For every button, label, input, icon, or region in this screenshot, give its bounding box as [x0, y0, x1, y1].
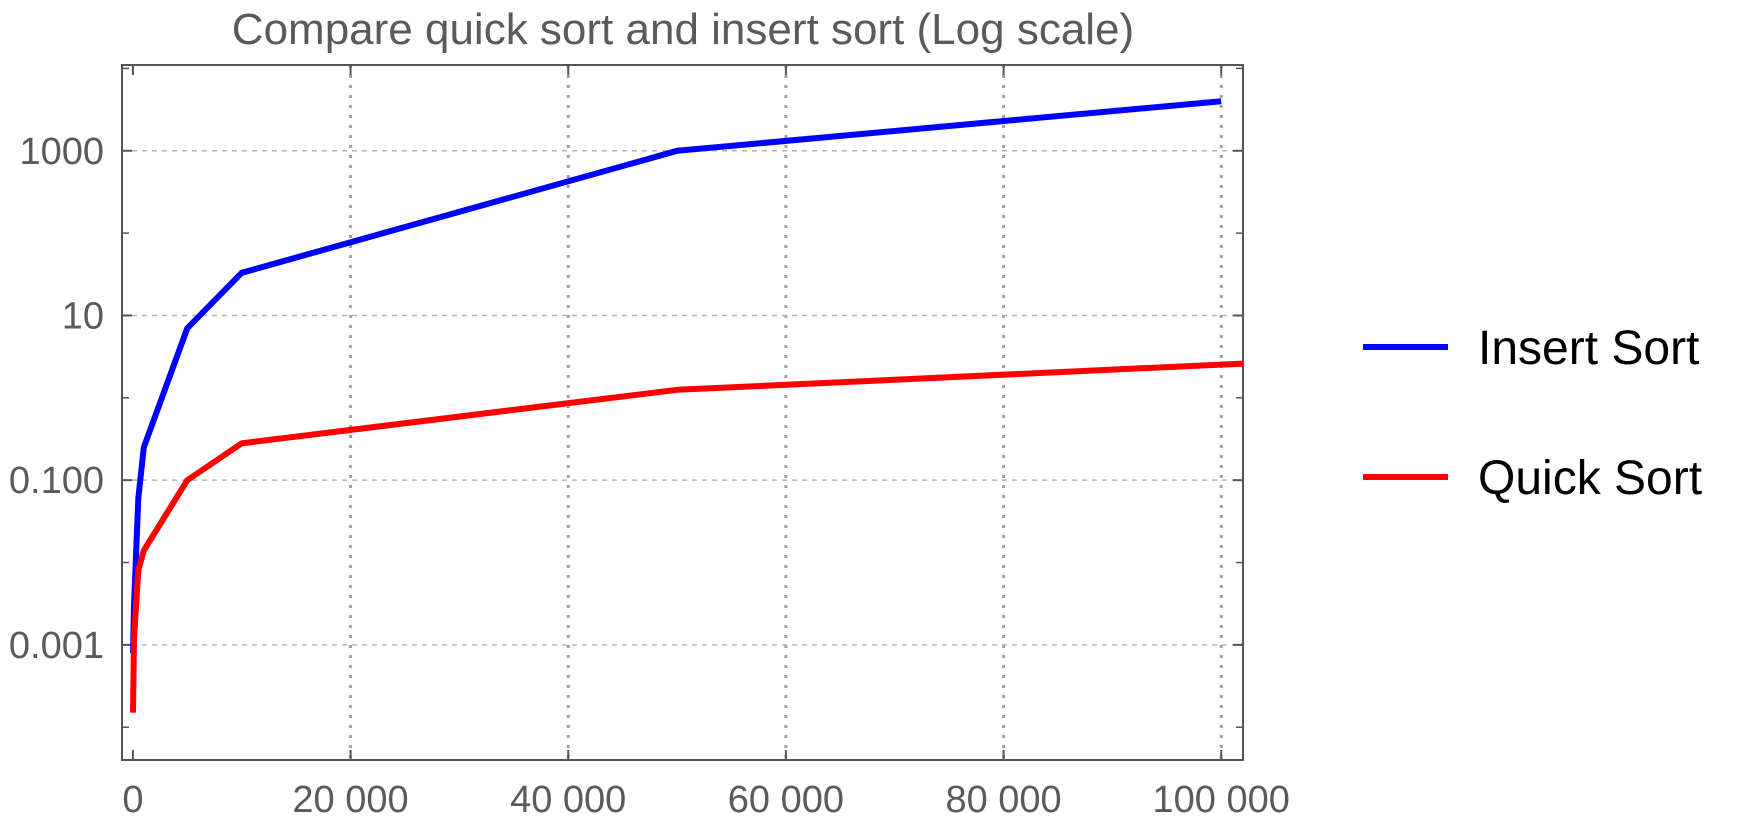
grid	[122, 65, 1243, 760]
plot-frame	[121, 64, 1244, 761]
insert-sort-line	[130, 98, 1222, 653]
y-tick-label: 1000	[19, 131, 104, 173]
series-lines	[130, 98, 1244, 713]
x-tick-label: 60 000	[728, 779, 844, 819]
legend: Insert Sort Quick Sort	[1363, 322, 1702, 505]
x-tick-label: 20 000	[292, 779, 408, 819]
y-tick-label: 10	[62, 295, 104, 337]
x-tick-label: 100 000	[1153, 779, 1290, 819]
axis-ticks: 0 20 000 40 000 60 000 80 000 100 000 0.001 0.1…	[9, 65, 1290, 821]
quick-sort-legend-label: Quick Sort	[1478, 452, 1702, 505]
chart-title: Compare quick sort and insert sort (Log …	[232, 5, 1134, 54]
y-tick-label: 0.001	[9, 625, 104, 667]
quick-sort-line	[130, 360, 1244, 713]
x-tick-label: 40 000	[510, 779, 626, 819]
x-tick-label: 80 000	[945, 779, 1061, 819]
insert-sort-legend-label: Insert Sort	[1478, 322, 1699, 375]
y-tick-label: 0.100	[9, 460, 104, 502]
x-tick-label: 0	[122, 779, 143, 819]
